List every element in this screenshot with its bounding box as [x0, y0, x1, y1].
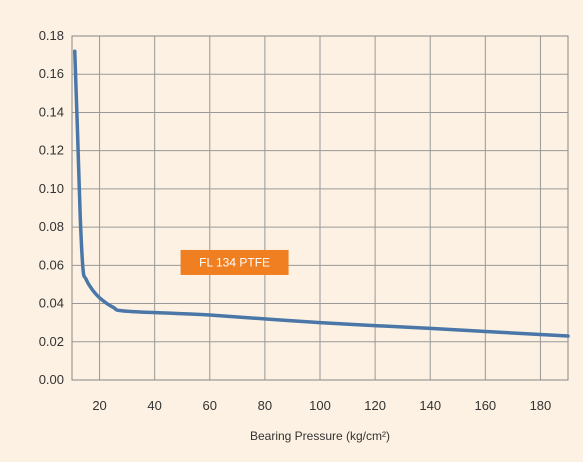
annotation-layer: FL 134 PTFE [180, 249, 289, 275]
x-tick-label: 160 [474, 398, 496, 413]
plot-border [71, 35, 569, 381]
vertical-gridlines [99, 36, 541, 380]
y-tick-label: 0.10 [39, 181, 64, 196]
y-tick-label: 0.12 [39, 143, 64, 158]
y-tick-label: 0.06 [39, 257, 64, 272]
annotation-label: FL 134 PTFE [199, 255, 270, 269]
y-tick-label: 0.04 [39, 296, 64, 311]
y-tick-label: 0.00 [39, 372, 64, 387]
y-tick-label: 0.16 [39, 66, 64, 81]
x-tick-label: 20 [92, 398, 106, 413]
y-tick-label: 0.08 [39, 219, 64, 234]
x-tick-label: 40 [147, 398, 161, 413]
x-tick-label: 120 [364, 398, 386, 413]
x-axis-tick-labels: 20 40 60 80 100 120 140 160 180 [92, 398, 551, 413]
series-layer [73, 49, 570, 338]
y-tick-label: 0.18 [39, 28, 64, 43]
x-tick-label: 80 [258, 398, 272, 413]
y-tick-label: 0.14 [39, 104, 64, 119]
y-tick-label: 0.02 [39, 334, 64, 349]
y-axis-tick-labels: 0.00 0.02 0.04 0.06 0.08 0.10 0.12 0.14 0.16 0.18 [39, 28, 64, 387]
x-tick-label: 180 [530, 398, 552, 413]
x-tick-label: 100 [309, 398, 331, 413]
x-axis-title: Bearing Pressure (kg/cm²) [250, 429, 390, 443]
series-line [73, 49, 570, 338]
x-tick-label: 140 [419, 398, 441, 413]
annotation-box [180, 249, 289, 275]
x-tick-label: 60 [203, 398, 217, 413]
